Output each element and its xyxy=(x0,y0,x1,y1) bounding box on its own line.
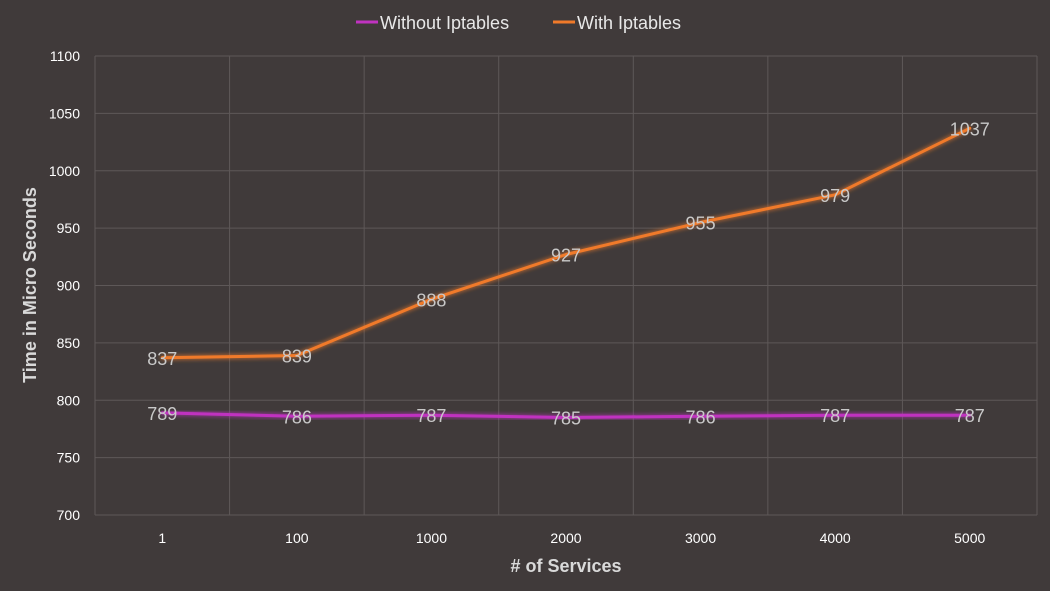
data-label: 1037 xyxy=(950,119,990,139)
data-label: 979 xyxy=(820,186,850,206)
y-tick-label: 1050 xyxy=(49,105,80,121)
x-tick-label: 1000 xyxy=(416,530,447,546)
x-tick-label: 100 xyxy=(285,530,309,546)
data-label: 927 xyxy=(551,246,581,266)
series-line-without-iptables xyxy=(160,411,972,419)
y-tick-label: 800 xyxy=(57,392,81,408)
legend-label: Without Iptables xyxy=(380,13,509,33)
data-label: 955 xyxy=(686,213,716,233)
y-axis-ticks: 700 750 800 850 900 950 1000 1050 1100 xyxy=(49,48,80,523)
data-label: 786 xyxy=(282,407,312,427)
y-tick-label: 950 xyxy=(57,220,81,236)
y-tick-label: 700 xyxy=(57,507,81,523)
data-label: 787 xyxy=(416,406,446,426)
data-labels: 789 786 787 785 786 787 787 837 839 888 927 955 979 1… xyxy=(147,119,989,428)
x-tick-label: 4000 xyxy=(820,530,851,546)
legend-item: Without Iptables xyxy=(356,13,509,33)
data-label: 786 xyxy=(686,407,716,427)
y-tick-label: 900 xyxy=(57,278,81,294)
data-label: 789 xyxy=(147,404,177,424)
y-tick-label: 850 xyxy=(57,335,81,351)
y-axis-title: Time in Micro Seconds xyxy=(20,187,40,383)
y-tick-label: 1100 xyxy=(50,48,80,64)
y-tick-label: 750 xyxy=(57,450,81,466)
y-tick-label: 1000 xyxy=(49,163,80,179)
x-tick-label: 2000 xyxy=(550,530,581,546)
legend-label: With Iptables xyxy=(577,13,681,33)
x-axis-title: # of Services xyxy=(510,556,621,576)
data-label: 787 xyxy=(955,406,985,426)
x-tick-label: 5000 xyxy=(954,530,985,546)
data-label: 785 xyxy=(551,408,581,428)
series-lines xyxy=(160,126,972,419)
data-label: 837 xyxy=(147,349,177,369)
data-label: 787 xyxy=(820,406,850,426)
legend: Without Iptables With Iptables xyxy=(356,13,681,33)
data-label: 839 xyxy=(282,346,312,366)
series-line-with-iptables xyxy=(160,126,972,360)
data-label: 888 xyxy=(416,290,446,310)
legend-item: With Iptables xyxy=(553,13,681,33)
x-tick-label: 3000 xyxy=(685,530,716,546)
x-tick-label: 1 xyxy=(158,530,166,546)
x-axis-ticks: 1 100 1000 2000 3000 4000 5000 xyxy=(158,530,985,546)
gridlines xyxy=(94,55,1038,516)
